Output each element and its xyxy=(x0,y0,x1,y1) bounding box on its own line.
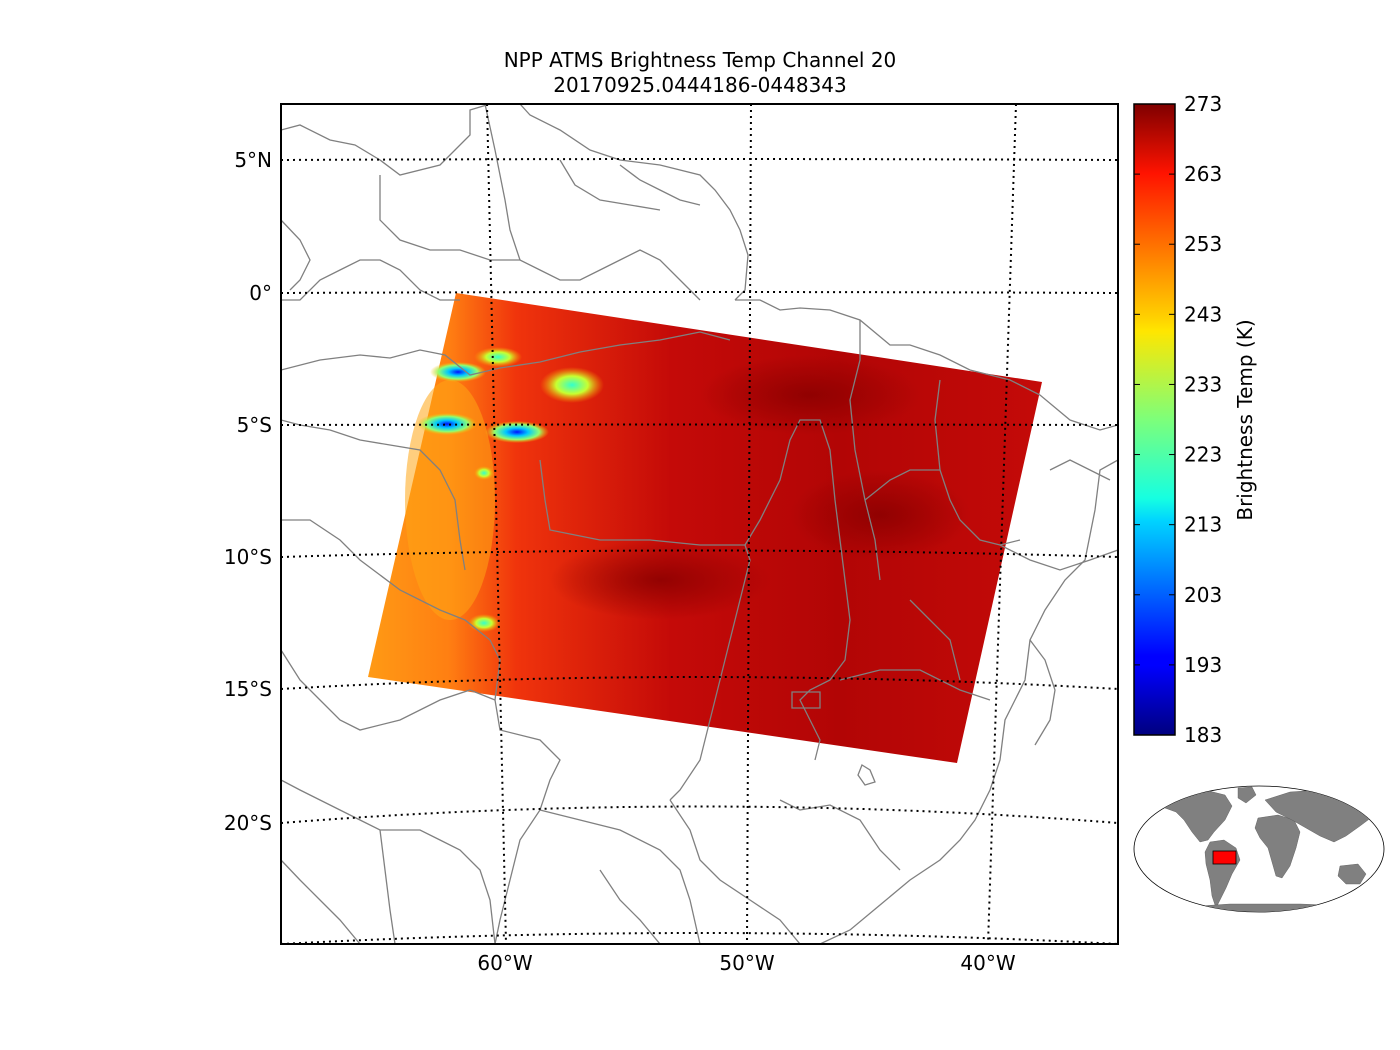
coastlines xyxy=(281,104,1118,944)
colorbar-tick-label: 213 xyxy=(1184,513,1222,537)
map-area xyxy=(281,104,1118,944)
colorbar-label: Brightness Temp (K) xyxy=(1233,319,1257,520)
region-highlight xyxy=(1212,850,1237,865)
lat-label: 5°N xyxy=(234,148,272,172)
lon-labels: 60°W 50°W 40°W xyxy=(477,951,1015,975)
colorbar-tick-label: 263 xyxy=(1184,162,1222,186)
colorbar-tick-label: 223 xyxy=(1184,443,1222,467)
colorbar-tick-label: 203 xyxy=(1184,583,1222,607)
lon-label: 50°W xyxy=(719,951,774,975)
colorbar-tick-label: 183 xyxy=(1184,723,1222,747)
lon-label: 60°W xyxy=(477,951,532,975)
colorbar-tick-label: 243 xyxy=(1184,302,1222,326)
brightness-swath xyxy=(368,293,1042,763)
colorbar-tick-label: 233 xyxy=(1184,372,1222,396)
chart-subtitle: 20170925.0444186-0448343 xyxy=(553,73,847,97)
antarctica-shape xyxy=(1169,903,1361,912)
colorbar-tick-label: 193 xyxy=(1184,653,1222,677)
colorbar: 273 263 253 243 233 223 213 203 193 183 Brightnes… xyxy=(1133,92,1257,747)
lat-label: 5°S xyxy=(237,413,272,437)
lat-label: 0° xyxy=(249,281,272,305)
colorbar-tick-label: 273 xyxy=(1184,92,1222,116)
greenland-shape xyxy=(1237,786,1257,804)
lat-label: 10°S xyxy=(224,545,272,569)
lat-labels: 5°N 0° 5°S 10°S 15°S 20°S xyxy=(224,148,272,835)
lat-label: 20°S xyxy=(224,811,272,835)
colorbar-ticks: 273 263 253 243 233 223 213 203 193 183 xyxy=(1134,92,1222,747)
australia-shape xyxy=(1337,863,1367,885)
colorbar-tick-label: 253 xyxy=(1184,232,1222,256)
chart-title: NPP ATMS Brightness Temp Channel 20 xyxy=(504,48,897,72)
colorbar-gradient xyxy=(1133,103,1176,736)
graticule xyxy=(281,104,1118,944)
lat-label: 15°S xyxy=(224,677,272,701)
map-frame xyxy=(280,103,1119,945)
lon-label: 40°W xyxy=(960,951,1015,975)
globe-inset xyxy=(1133,785,1385,913)
